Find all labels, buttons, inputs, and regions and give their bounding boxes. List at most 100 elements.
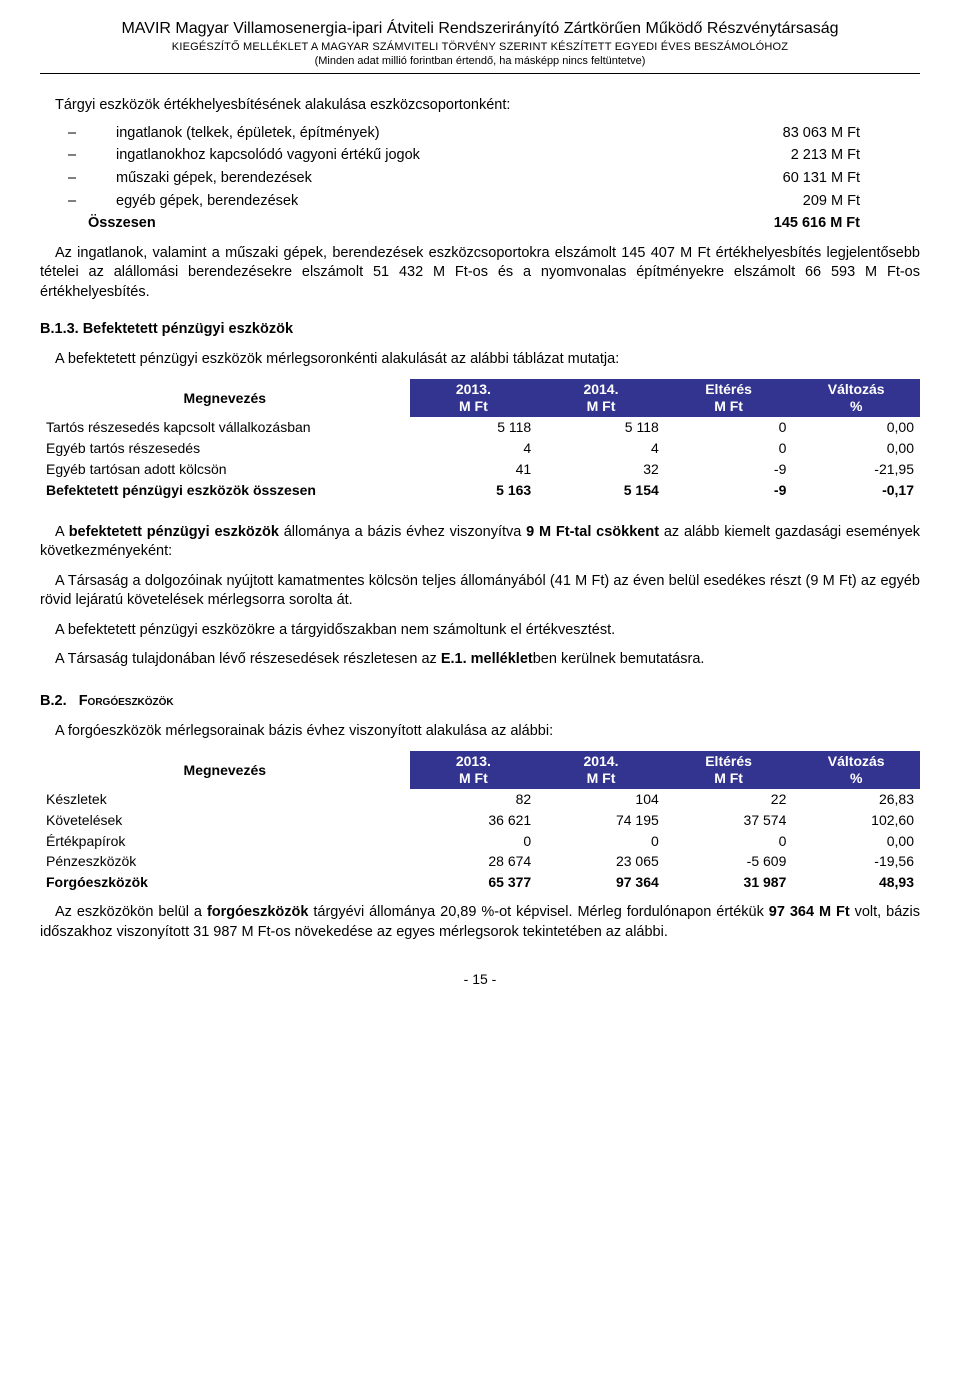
dash-marker: – bbox=[40, 192, 116, 212]
cell: 5 154 bbox=[537, 480, 665, 501]
dash-sum-value: 145 616 M Ft bbox=[720, 214, 920, 234]
col-header: 2014.M Ft bbox=[537, 751, 665, 789]
header-title: MAVIR Magyar Villamosenergia-ipari Átvit… bbox=[40, 18, 920, 40]
cell: 41 bbox=[410, 459, 538, 480]
text: A bbox=[55, 524, 69, 540]
dash-list: – ingatlanok (telkek, épületek, építmény… bbox=[40, 124, 920, 234]
page-number: - 15 - bbox=[40, 970, 920, 989]
col-header: EltérésM Ft bbox=[665, 379, 793, 417]
col-header: EltérésM Ft bbox=[665, 751, 793, 789]
dash-marker: – bbox=[40, 169, 116, 189]
col-header-name: Megnevezés bbox=[40, 751, 410, 789]
cell: -19,56 bbox=[792, 851, 920, 872]
cell: -9 bbox=[665, 459, 793, 480]
col-header-name: Megnevezés bbox=[40, 379, 410, 417]
text-bold: 9 M Ft-tal csökkent bbox=[526, 524, 659, 540]
table-row: Tartós részesedés kapcsolt vállalkozásba… bbox=[40, 417, 920, 438]
cell-name: Egyéb tartós részesedés bbox=[40, 438, 410, 459]
dash-label: ingatlanokhoz kapcsolódó vagyoni értékű … bbox=[116, 146, 720, 166]
cell: 97 364 bbox=[537, 872, 665, 893]
col-header: 2014.M Ft bbox=[537, 379, 665, 417]
cell: 104 bbox=[537, 789, 665, 810]
dash-value: 83 063 M Ft bbox=[720, 124, 920, 144]
cell-name: Követelések bbox=[40, 810, 410, 831]
cell: 0 bbox=[665, 438, 793, 459]
table-row: Pénzeszközök 28 674 23 065 -5 609 -19,56 bbox=[40, 851, 920, 872]
paragraph: A Társaság a dolgozóinak nyújtott kamatm… bbox=[40, 572, 920, 611]
col-header: Változás% bbox=[792, 751, 920, 789]
dash-sum-label: Összesen bbox=[88, 214, 720, 234]
dash-marker: – bbox=[40, 146, 116, 166]
cell: 31 987 bbox=[665, 872, 793, 893]
table-total-row: Forgóeszközök 65 377 97 364 31 987 48,93 bbox=[40, 872, 920, 893]
text-bold: forgóeszközök bbox=[207, 904, 309, 920]
intro-line: Tárgyi eszközök értékhelyesbítésének ala… bbox=[55, 96, 920, 116]
text: tárgyévi állománya 20,89 %-ot képvisel. … bbox=[308, 904, 768, 920]
cell-name: Pénzeszközök bbox=[40, 851, 410, 872]
text-bold: E.1. melléklet bbox=[441, 651, 533, 667]
table-row: Egyéb tartós részesedés 4 4 0 0,00 bbox=[40, 438, 920, 459]
cell: 102,60 bbox=[792, 810, 920, 831]
cell: 0 bbox=[410, 831, 538, 852]
cell: -9 bbox=[665, 480, 793, 501]
cell: 26,83 bbox=[792, 789, 920, 810]
cell: 5 118 bbox=[537, 417, 665, 438]
col-header: 2013.M Ft bbox=[410, 379, 538, 417]
cell-name: Befektetett pénzügyi eszközök összesen bbox=[40, 480, 410, 501]
dash-value: 209 M Ft bbox=[720, 192, 920, 212]
paragraph: A befektetett pénzügyi eszközök mérlegso… bbox=[40, 350, 920, 370]
heading-title: Forgóeszközök bbox=[79, 693, 174, 709]
cell: 37 574 bbox=[665, 810, 793, 831]
text-bold: befektetett pénzügyi eszközök bbox=[69, 524, 279, 540]
paragraph: A forgóeszközök mérlegsorainak bázis évh… bbox=[40, 722, 920, 742]
cell-name: Készletek bbox=[40, 789, 410, 810]
cell-name: Forgóeszközök bbox=[40, 872, 410, 893]
table-header-row: Megnevezés 2013.M Ft 2014.M Ft EltérésM … bbox=[40, 751, 920, 789]
cell: 0,00 bbox=[792, 831, 920, 852]
header-subtitle-2: (Minden adat millió forintban értendő, h… bbox=[40, 54, 920, 69]
dash-row: – ingatlanokhoz kapcsolódó vagyoni érték… bbox=[40, 146, 920, 166]
cell: 0,00 bbox=[792, 417, 920, 438]
text: Az eszközökön belül a bbox=[55, 904, 207, 920]
cell: 0 bbox=[665, 831, 793, 852]
dash-row: – ingatlanok (telkek, épületek, építmény… bbox=[40, 124, 920, 144]
text-bold: 97 364 M Ft bbox=[769, 904, 850, 920]
dash-label: műszaki gépek, berendezések bbox=[116, 169, 720, 189]
cell: 22 bbox=[665, 789, 793, 810]
dash-value: 2 213 M Ft bbox=[720, 146, 920, 166]
cell: 5 163 bbox=[410, 480, 538, 501]
table-row: Követelések 36 621 74 195 37 574 102,60 bbox=[40, 810, 920, 831]
page-header: MAVIR Magyar Villamosenergia-ipari Átvit… bbox=[40, 18, 920, 74]
dash-label: egyéb gépek, berendezések bbox=[116, 192, 720, 212]
paragraph: A befektetett pénzügyi eszközök állomány… bbox=[40, 523, 920, 562]
dash-row: – műszaki gépek, berendezések 60 131 M F… bbox=[40, 169, 920, 189]
cell: 82 bbox=[410, 789, 538, 810]
cell: 28 674 bbox=[410, 851, 538, 872]
cell: -0,17 bbox=[792, 480, 920, 501]
table-current-assets: Megnevezés 2013.M Ft 2014.M Ft EltérésM … bbox=[40, 751, 920, 893]
table-header-row: Megnevezés 2013.M Ft 2014.M Ft EltérésM … bbox=[40, 379, 920, 417]
cell: -21,95 bbox=[792, 459, 920, 480]
cell: 5 118 bbox=[410, 417, 538, 438]
text: állománya a bázis évhez viszonyítva bbox=[279, 524, 526, 540]
dash-label: ingatlanok (telkek, épületek, építmények… bbox=[116, 124, 720, 144]
col-header: 2013.M Ft bbox=[410, 751, 538, 789]
col-header: Változás% bbox=[792, 379, 920, 417]
cell: -5 609 bbox=[665, 851, 793, 872]
text: A Társaság tulajdonában lévő részesedése… bbox=[55, 651, 441, 667]
cell: 0 bbox=[665, 417, 793, 438]
cell: 36 621 bbox=[410, 810, 538, 831]
cell: 4 bbox=[410, 438, 538, 459]
cell: 0,00 bbox=[792, 438, 920, 459]
cell: 23 065 bbox=[537, 851, 665, 872]
cell-name: Tartós részesedés kapcsolt vállalkozásba… bbox=[40, 417, 410, 438]
paragraph: Az ingatlanok, valamint a műszaki gépek,… bbox=[40, 244, 920, 303]
heading-prefix: B.2. bbox=[40, 693, 67, 709]
cell: 65 377 bbox=[410, 872, 538, 893]
cell: 0 bbox=[537, 831, 665, 852]
cell-name: Értékpapírok bbox=[40, 831, 410, 852]
table-total-row: Befektetett pénzügyi eszközök összesen 5… bbox=[40, 480, 920, 501]
table-row: Egyéb tartósan adott kölcsön 41 32 -9 -2… bbox=[40, 459, 920, 480]
table-row: Értékpapírok 0 0 0 0,00 bbox=[40, 831, 920, 852]
cell: 4 bbox=[537, 438, 665, 459]
